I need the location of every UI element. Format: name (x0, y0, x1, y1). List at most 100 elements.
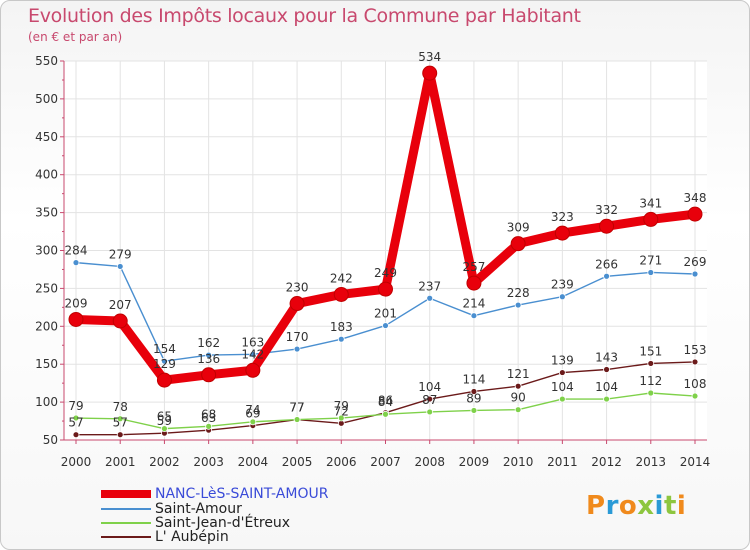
logo-letter: t (663, 491, 677, 521)
data-point (691, 392, 699, 400)
x-tick-label: 2003 (193, 455, 224, 469)
data-label: 104 (551, 380, 574, 394)
legend-label: L' Aubépin (155, 529, 229, 545)
x-tick-label: 2012 (591, 455, 622, 469)
data-point (72, 431, 80, 439)
data-point (514, 301, 522, 309)
x-tick-label: 2009 (459, 455, 490, 469)
data-label: 242 (330, 271, 353, 285)
data-point (205, 422, 213, 430)
data-label: 79 (68, 399, 83, 413)
y-tick-label: 200 (35, 319, 58, 333)
y-tick-label: 50 (43, 433, 58, 447)
legend-swatch (101, 536, 151, 538)
data-point (201, 367, 217, 383)
legend-swatch (101, 522, 151, 524)
data-point (603, 272, 610, 280)
data-label: 90 (511, 391, 526, 405)
data-point (691, 358, 699, 366)
data-label: 59 (157, 414, 172, 428)
data-label: 341 (639, 196, 662, 210)
x-tick-label: 2002 (149, 455, 180, 469)
data-label: 534 (418, 50, 441, 64)
data-label: 209 (65, 296, 88, 310)
data-label: 271 (639, 253, 662, 267)
chart-subtitle: (en € et par an) (28, 30, 123, 44)
data-point (337, 414, 345, 422)
data-label: 207 (109, 298, 132, 312)
proxiti-logo: Proxiti (586, 491, 686, 521)
data-point (116, 415, 124, 423)
data-point (558, 369, 566, 376)
y-tick-label: 350 (35, 206, 58, 220)
data-label: 230 (286, 281, 309, 295)
logo-letter: i (654, 491, 664, 521)
data-point (205, 351, 213, 359)
data-point (156, 372, 172, 388)
data-point (466, 275, 482, 291)
data-label: 249 (374, 266, 397, 280)
y-tick-label: 100 (35, 395, 58, 409)
legend-item: NANC-LèS-SAINT-AMOUR (101, 486, 328, 502)
data-label: 201 (374, 307, 397, 321)
data-point (514, 406, 522, 414)
data-label: 170 (286, 330, 309, 344)
x-tick-label: 2000 (61, 455, 92, 469)
data-label: 72 (334, 404, 349, 418)
data-point (293, 345, 301, 353)
data-label: 323 (551, 210, 574, 224)
legend-item: Saint-Jean-d'Étreux (101, 515, 291, 531)
data-label: 57 (68, 416, 83, 430)
data-point (378, 281, 393, 297)
legend-swatch (101, 490, 151, 498)
data-point (289, 296, 305, 312)
logo-letter: r (605, 491, 619, 521)
legend-label: Saint-Amour (155, 501, 242, 517)
data-label: 154 (153, 342, 176, 356)
y-tick-label: 550 (35, 54, 58, 68)
x-tick-label: 2008 (414, 455, 445, 469)
data-point (691, 270, 699, 278)
data-point (687, 206, 703, 222)
data-point (647, 269, 655, 276)
data-point (72, 414, 80, 422)
data-point (68, 311, 84, 327)
data-label: 121 (507, 367, 530, 381)
chart-title: Evolution des Impôts locaux pour la Comm… (28, 5, 581, 27)
x-tick-label: 2013 (636, 455, 667, 469)
y-tick-label: 300 (35, 244, 58, 258)
legend-label: Saint-Jean-d'Étreux (155, 515, 291, 531)
data-label: 214 (462, 297, 485, 311)
data-label: 183 (330, 320, 353, 334)
data-label: 104 (595, 380, 618, 394)
data-point (426, 294, 434, 302)
x-tick-label: 2001 (105, 455, 136, 469)
data-point (470, 388, 478, 395)
data-point (514, 382, 522, 390)
data-point (426, 395, 434, 403)
data-label: 239 (551, 278, 574, 292)
x-tick-label: 2004 (238, 455, 269, 469)
data-point (426, 408, 434, 416)
y-tick-label: 400 (35, 168, 58, 182)
legend-item: L' Aubépin (101, 529, 229, 545)
data-label: 77 (289, 401, 304, 415)
data-label: 78 (113, 400, 128, 414)
x-tick-label: 2006 (326, 455, 357, 469)
data-point (603, 395, 610, 403)
x-tick-label: 2014 (680, 455, 711, 469)
data-label: 129 (153, 357, 176, 371)
data-label: 228 (507, 286, 530, 300)
data-label: 68 (201, 407, 216, 421)
data-point (647, 360, 655, 367)
data-point (249, 418, 257, 426)
data-label: 74 (245, 403, 260, 417)
data-label: 89 (466, 391, 481, 405)
data-label: 136 (197, 352, 220, 366)
data-label: 77 (289, 401, 304, 415)
data-point (599, 218, 615, 234)
data-label: 348 (684, 191, 707, 205)
data-label: 143 (595, 351, 618, 365)
